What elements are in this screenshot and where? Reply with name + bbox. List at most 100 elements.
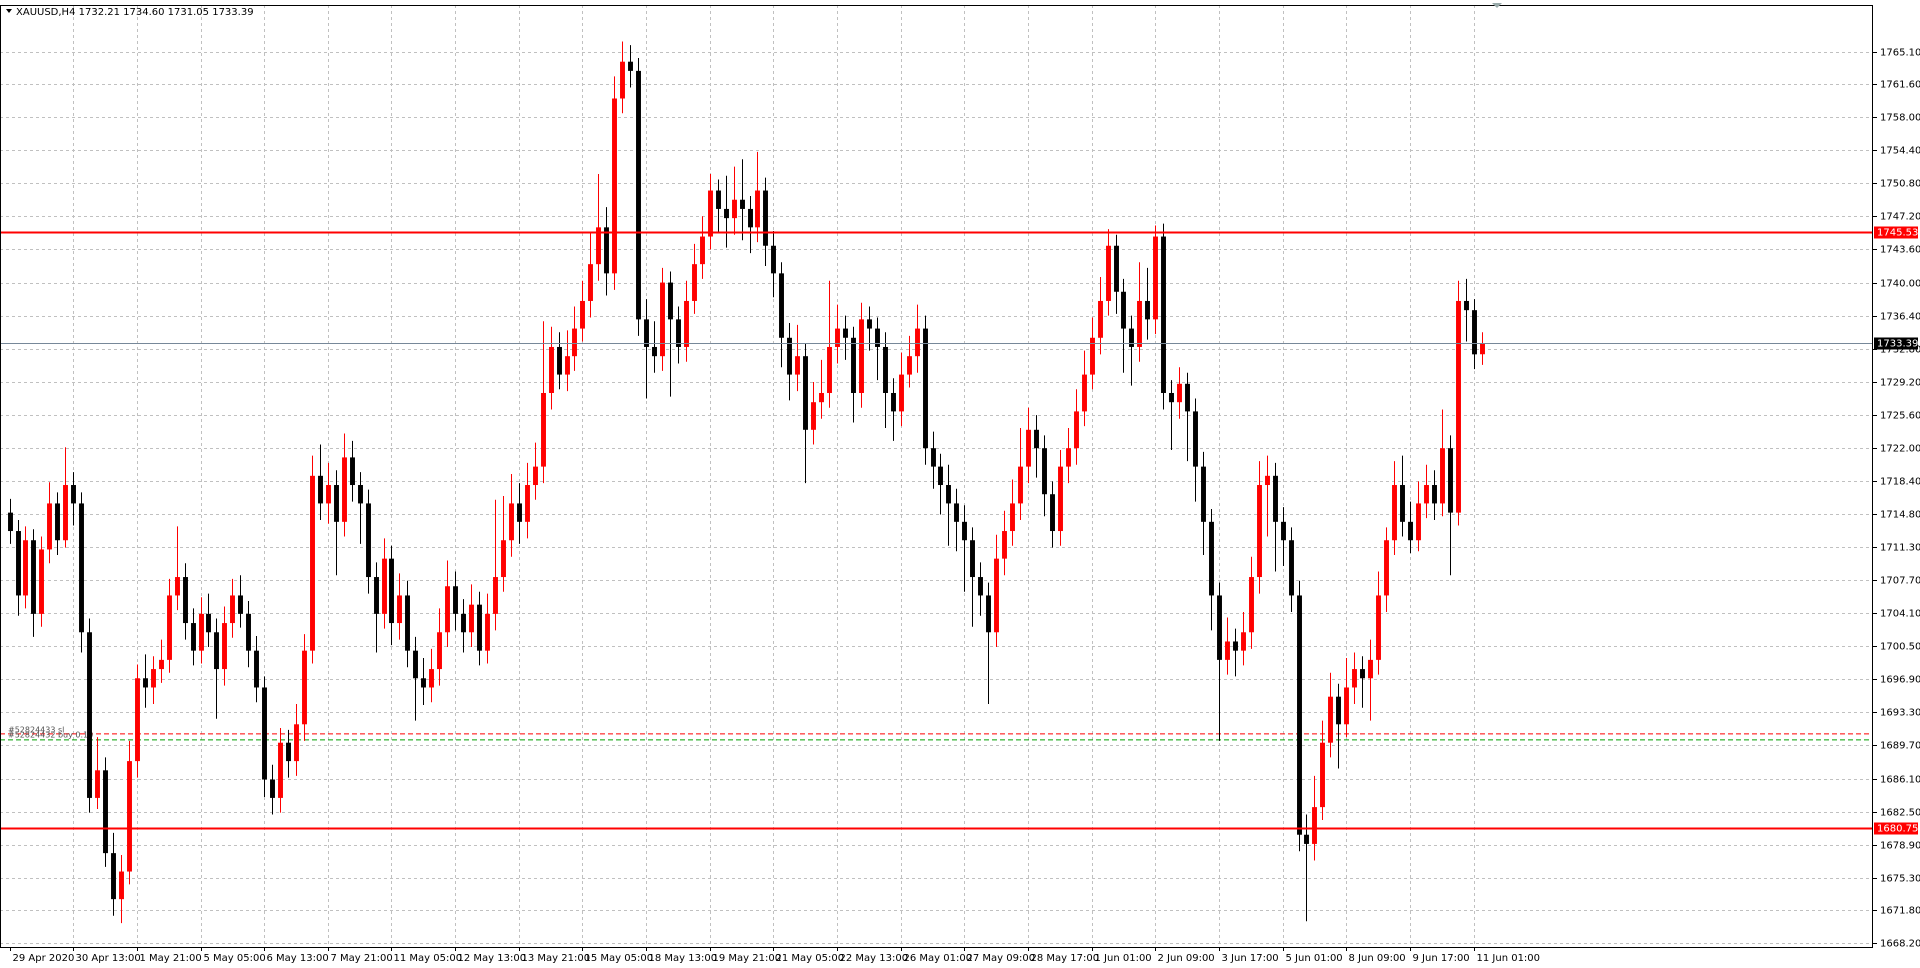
x-tick-label: 11 Jun 01:00 (1477, 953, 1541, 964)
candle-body (199, 613, 204, 651)
candle-body (1344, 687, 1349, 725)
candle-body (389, 558, 394, 624)
y-tick-label: 1668.20 (1880, 939, 1920, 950)
y-tick-label: 1758.00 (1880, 113, 1920, 124)
candle-body (262, 687, 267, 780)
candle-body (31, 540, 36, 614)
y-tick-label: 1700.50 (1880, 642, 1920, 653)
candle-body (175, 577, 180, 596)
candle-body (811, 402, 816, 430)
y-tick-label: 1718.40 (1880, 477, 1920, 488)
candle-body (1137, 300, 1142, 347)
candle-body (437, 632, 442, 670)
candle-body (580, 300, 585, 329)
candle-body (1010, 503, 1015, 532)
candle-body (1304, 834, 1309, 844)
candle-body (127, 761, 132, 872)
candle-body (994, 558, 999, 633)
x-tick-label: 22 May 13:00 (840, 953, 909, 964)
y-tick-label: 1765.10 (1880, 48, 1920, 59)
candle-body (795, 356, 800, 375)
x-tick-label: 12 May 13:00 (458, 953, 527, 964)
candle-body (119, 871, 124, 900)
candle-body (1312, 807, 1317, 844)
candle-body (1121, 291, 1126, 329)
candle-body (16, 531, 21, 596)
candle-body (230, 595, 235, 624)
candle-body (405, 595, 410, 651)
candle-body (47, 503, 52, 550)
candle-body (891, 392, 896, 412)
candle-body (525, 485, 530, 522)
candle-body (668, 282, 673, 320)
candle-body (652, 346, 657, 357)
candle-body (1368, 659, 1373, 679)
x-tick-label: 28 May 17:00 (1031, 953, 1100, 964)
candle-body (1153, 236, 1158, 320)
y-tick-label: 1747.20 (1880, 212, 1920, 223)
candle-body (397, 595, 402, 624)
candle-body (1241, 632, 1246, 651)
candle-body (1249, 577, 1254, 633)
candle-body (1066, 448, 1071, 467)
order-label: #52824432 buy 0.10 (8, 730, 93, 739)
y-tick-label: 1704.10 (1880, 609, 1920, 620)
candle-body (620, 61, 625, 99)
candle-body (1424, 485, 1429, 504)
candle-body (843, 328, 848, 338)
y-tick-label: 1678.90 (1880, 841, 1920, 852)
candle-body (151, 669, 156, 688)
candle-body (946, 485, 951, 504)
candle-body (779, 273, 784, 338)
candle-body (1480, 343, 1485, 355)
candle-body (429, 669, 434, 688)
candle-body (421, 678, 426, 688)
candle-body (1352, 669, 1357, 688)
axes: 1765.10 1761.60 1758.00 1754.40 1750.80 1747.… (10, 48, 1920, 964)
candle-body (1082, 374, 1087, 412)
candle-body (1002, 531, 1007, 559)
candle-body (87, 632, 92, 798)
candle-body (1217, 595, 1222, 660)
candle-body (954, 503, 959, 522)
candle-body (1074, 411, 1079, 449)
candle-body (676, 319, 681, 347)
candle-body (1472, 310, 1477, 355)
x-tick-label: 18 May 13:00 (649, 953, 718, 964)
y-tick-label: 1740.00 (1880, 279, 1920, 290)
candle-body (740, 199, 745, 209)
candle-body (1050, 494, 1055, 532)
candle-body (159, 659, 164, 670)
candle-body (143, 678, 148, 688)
candle-body (978, 577, 983, 596)
candle-body (1376, 595, 1381, 660)
candle-body (79, 503, 84, 633)
candle-body (899, 374, 904, 412)
y-tick-label: 1689.70 (1880, 741, 1920, 752)
candle-body (644, 319, 649, 347)
candle-body (1432, 485, 1437, 504)
candle-body (970, 540, 975, 578)
candle-body (867, 319, 872, 329)
menu-icon[interactable] (6, 9, 12, 13)
candle-body (469, 604, 474, 633)
x-tick-label: 21 May 05:00 (776, 953, 845, 964)
y-tick-label: 1711.30 (1880, 543, 1920, 554)
x-tick-label: 9 Jun 17:00 (1413, 953, 1470, 964)
candle-body (636, 70, 641, 320)
candle-body (533, 466, 538, 486)
candle-body (1336, 696, 1341, 725)
candle-body (191, 623, 196, 651)
candle-body (1448, 448, 1453, 513)
x-tick-label: 1 May 21:00 (140, 953, 202, 964)
y-tick-label: 1750.80 (1880, 179, 1920, 190)
x-tick-label: 1 Jun 01:00 (1095, 953, 1152, 964)
candle-body (246, 613, 251, 651)
candle-body (859, 319, 864, 393)
candle-body (39, 549, 44, 614)
candle-body (445, 586, 450, 633)
candle-body (938, 466, 943, 486)
candle-body (986, 595, 991, 633)
